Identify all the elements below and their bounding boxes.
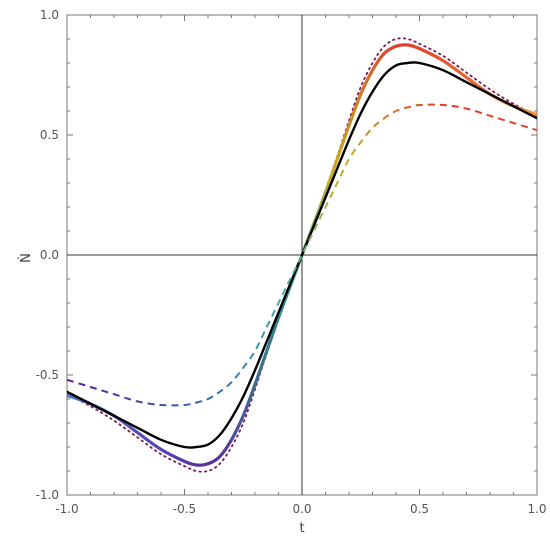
- y-tick-label: 0.5: [40, 128, 59, 142]
- x-tick-label: -0.5: [173, 502, 196, 516]
- y-tick-label: -1.0: [36, 488, 59, 502]
- y-tick-label: 0.0: [40, 248, 59, 262]
- x-axis-label: t: [299, 521, 304, 536]
- x-tick-label: 0.0: [292, 502, 311, 516]
- series-dashed-line: [67, 103, 537, 407]
- y-tick-label: 1.0: [40, 8, 59, 22]
- series-black-line: [67, 61, 537, 449]
- y-tick-label: -0.5: [36, 368, 59, 382]
- x-tick-label: 1.0: [527, 502, 546, 516]
- x-tick-label: 0.5: [410, 502, 429, 516]
- series-group: [67, 37, 537, 473]
- y-axis-label: Ṅ: [18, 253, 34, 263]
- tick-labels: -1.0 -0.5 0.0 0.5 1.0 -1.0 -0.5 0.0 0.5 1.0: [36, 8, 547, 516]
- x-tick-label: -1.0: [55, 502, 78, 516]
